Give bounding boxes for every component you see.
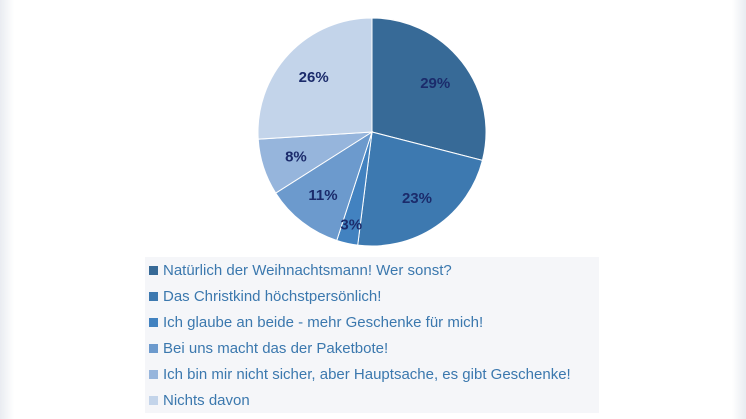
legend-swatch (149, 369, 158, 379)
legend-label: Das Christkind höchstpersönlich! (163, 287, 382, 305)
legend-swatch (149, 265, 158, 275)
legend-item: Das Christkind höchstpersönlich! (149, 283, 381, 309)
legend-swatch (149, 343, 158, 353)
pie-slice (357, 131, 484, 247)
legend-label: Ich glaube an beide - mehr Geschenke für… (163, 313, 484, 331)
legend-swatch (149, 317, 158, 327)
pie-slice (257, 17, 373, 140)
legend-label: Bei uns macht das der Paketbote! (163, 339, 389, 357)
slice-value-label: 26% (299, 69, 329, 86)
slice-value-label: 11% (308, 187, 337, 204)
legend-swatch (149, 395, 158, 405)
legend-item: Ich glaube an beide - mehr Geschenke für… (149, 309, 483, 335)
legend-swatch (149, 291, 158, 301)
chart-legend: Natürlich der Weihnachtsmann! Wer sonst?… (145, 257, 599, 413)
legend-item: Bei uns macht das der Paketbote! (149, 335, 388, 361)
legend-item: Ich bin mir nicht sicher, aber Hauptsach… (149, 361, 571, 387)
right-edge-shade (732, 0, 746, 419)
slice-value-label: 8% (285, 149, 307, 166)
legend-label: Ich bin mir nicht sicher, aber Hauptsach… (163, 365, 571, 383)
left-edge-shade (0, 0, 14, 419)
slice-value-label: 3% (340, 217, 362, 234)
pie-slice (371, 17, 487, 161)
legend-item: Nichts davon (149, 387, 250, 413)
slice-value-label: 29% (420, 75, 450, 92)
slice-value-label: 23% (402, 190, 432, 207)
legend-label: Nichts davon (163, 391, 250, 409)
pie-slice (275, 130, 373, 242)
legend-item: Natürlich der Weihnachtsmann! Wer sonst? (149, 257, 452, 283)
legend-label: Natürlich der Weihnachtsmann! Wer sonst? (163, 261, 452, 279)
